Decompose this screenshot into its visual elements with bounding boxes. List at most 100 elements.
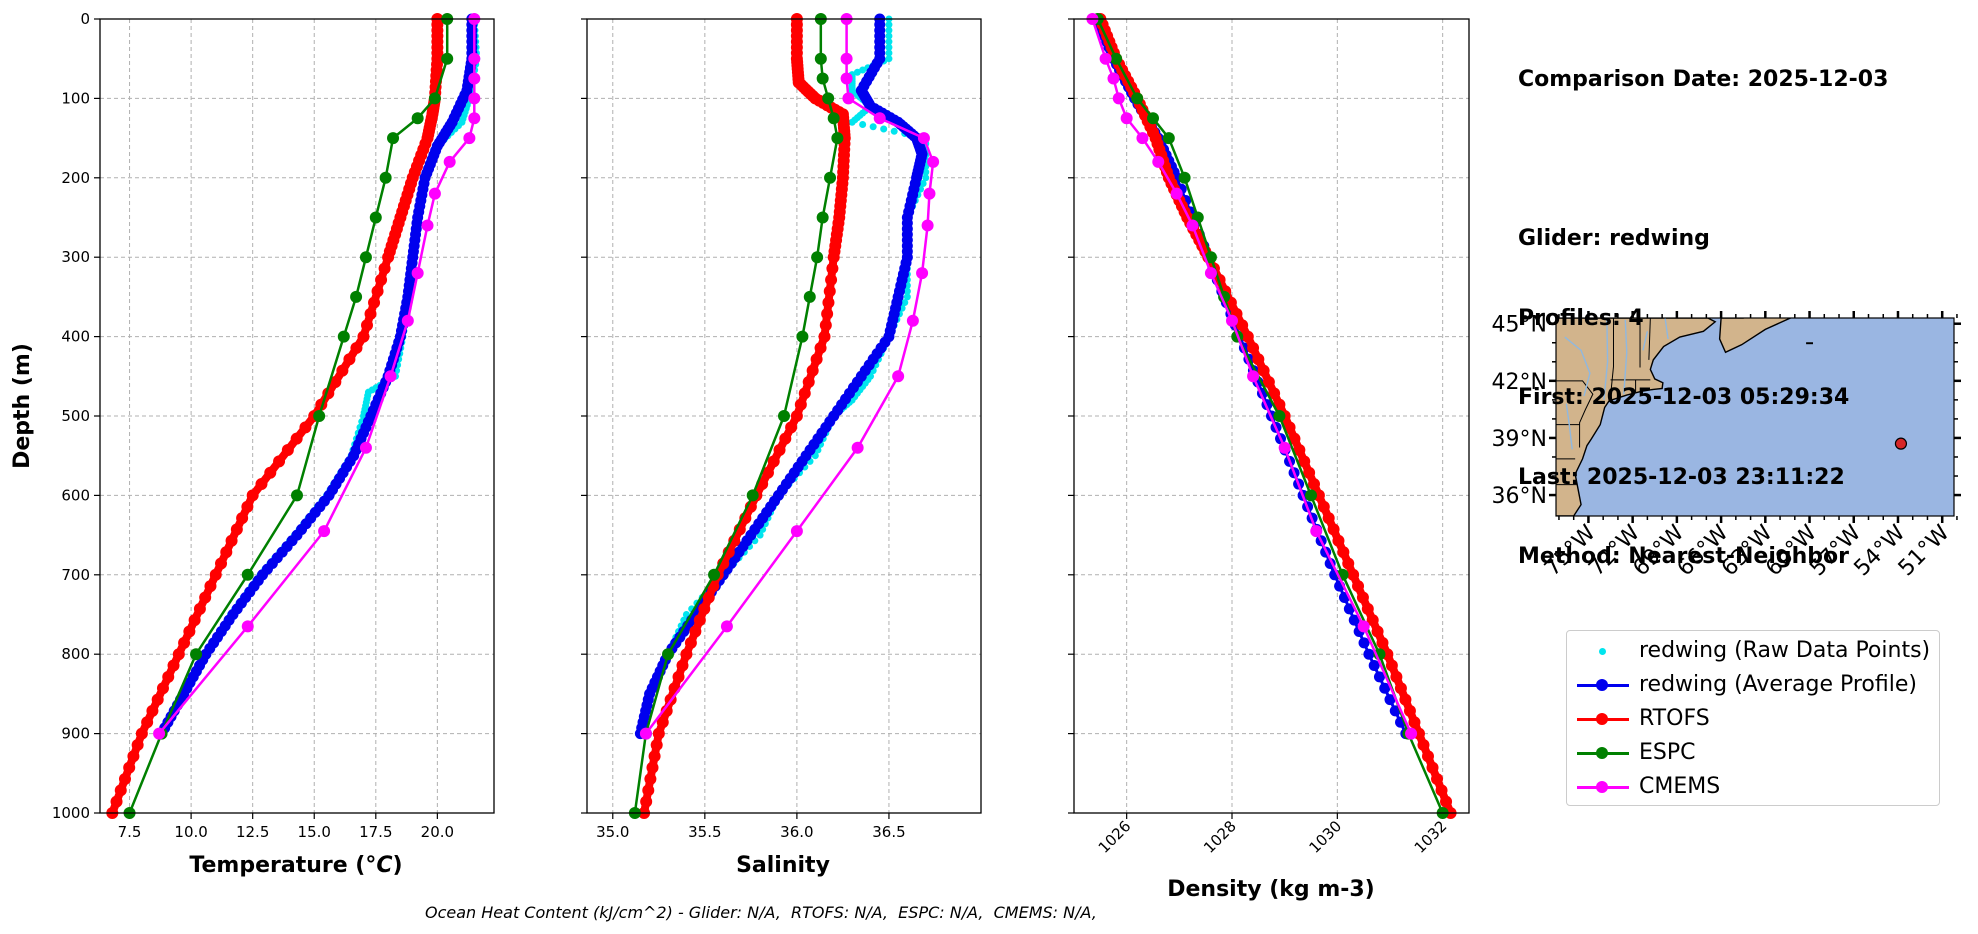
y-tick-label: 0 bbox=[80, 10, 90, 28]
data-point bbox=[778, 410, 790, 422]
data-point bbox=[922, 168, 930, 176]
data-point bbox=[1273, 398, 1286, 411]
data-point bbox=[917, 132, 930, 145]
data-point bbox=[337, 330, 350, 343]
data-point bbox=[923, 187, 936, 200]
data-point bbox=[901, 299, 909, 307]
data-point bbox=[873, 112, 886, 125]
data-point bbox=[318, 525, 331, 538]
data-point bbox=[853, 68, 861, 76]
data-point bbox=[369, 211, 382, 224]
data-point bbox=[118, 772, 131, 785]
profile-count: Profiles: 4 bbox=[1518, 305, 1644, 331]
data-point bbox=[387, 132, 400, 145]
data-point bbox=[1347, 568, 1360, 581]
data-point bbox=[350, 341, 363, 354]
data-point bbox=[927, 155, 940, 168]
land-mass-us bbox=[1556, 318, 1717, 516]
series-group bbox=[1086, 13, 1457, 819]
data-point bbox=[652, 727, 665, 740]
data-point bbox=[903, 293, 911, 301]
xlabel-temperature: Temperature (°C) bbox=[189, 853, 402, 878]
river-line bbox=[1565, 403, 1573, 450]
data-point bbox=[859, 120, 867, 128]
data-point bbox=[1417, 738, 1430, 751]
data-point bbox=[916, 267, 929, 280]
data-point bbox=[816, 72, 829, 85]
profile-panels: 0 100 200 300 400 500 600 700 800 900 1000 7.5 10.0 1… bbox=[52, 10, 1470, 857]
data-point bbox=[241, 568, 254, 581]
map-frame bbox=[1555, 317, 1955, 517]
data-point bbox=[1288, 432, 1301, 445]
data-point bbox=[1322, 512, 1335, 525]
data-point bbox=[1317, 500, 1330, 513]
data-point bbox=[443, 155, 456, 168]
data-point bbox=[1241, 330, 1254, 343]
data-point bbox=[199, 591, 212, 604]
data-point bbox=[824, 171, 837, 184]
data-point bbox=[1356, 591, 1369, 604]
data-point bbox=[1107, 72, 1120, 85]
data-point bbox=[1390, 670, 1403, 683]
data-point bbox=[183, 625, 196, 638]
data-point bbox=[773, 444, 786, 457]
land-group bbox=[1556, 318, 1813, 516]
series-line-cmems bbox=[644, 17, 935, 735]
data-point bbox=[1385, 659, 1398, 672]
data-point bbox=[848, 118, 856, 126]
data-point bbox=[336, 364, 349, 377]
lat-label: 39°N bbox=[1492, 427, 1547, 452]
data-point bbox=[906, 314, 919, 327]
data-point bbox=[468, 52, 481, 65]
data-point bbox=[1352, 580, 1365, 593]
data-point bbox=[1112, 92, 1125, 105]
data-point bbox=[1379, 682, 1391, 694]
data-point bbox=[892, 370, 905, 383]
data-point bbox=[329, 375, 342, 388]
plot-frame bbox=[586, 18, 982, 814]
x-tick-label: 1026 bbox=[1095, 817, 1135, 857]
average-marker-icon bbox=[1596, 679, 1608, 691]
data-point bbox=[428, 92, 441, 105]
data-point bbox=[885, 43, 893, 51]
data-point bbox=[188, 614, 201, 627]
data-point bbox=[1408, 716, 1421, 729]
legend-item-rtofs: RTOFS bbox=[1567, 702, 1939, 736]
data-point bbox=[859, 66, 867, 74]
series-cmems bbox=[639, 13, 940, 740]
data-point bbox=[785, 421, 798, 434]
legend-item-raw: redwing (Raw Data Points) bbox=[1567, 634, 1939, 668]
first-time: First: 2025-12-03 05:29:34 bbox=[1518, 385, 1850, 410]
data-point bbox=[1303, 466, 1316, 479]
data-point bbox=[162, 670, 175, 683]
x-tick-label: 36.5 bbox=[872, 823, 905, 841]
data-point bbox=[1440, 795, 1453, 808]
y-tick-label: 300 bbox=[61, 248, 90, 266]
panel-labels: Depth (m) Temperature (°C) Salinity Dens… bbox=[10, 343, 1375, 902]
data-point bbox=[672, 670, 685, 683]
data-point bbox=[1358, 637, 1370, 649]
data-point bbox=[246, 489, 259, 502]
data-point bbox=[1110, 52, 1123, 65]
data-point bbox=[827, 112, 840, 125]
data-point bbox=[662, 648, 675, 661]
data-point bbox=[1435, 784, 1448, 797]
river-line bbox=[1603, 318, 1609, 400]
data-point bbox=[1131, 92, 1144, 105]
y-tick-label: 700 bbox=[61, 566, 90, 584]
data-point bbox=[1162, 132, 1175, 145]
data-point bbox=[291, 489, 303, 502]
data-point bbox=[110, 795, 123, 808]
data-point bbox=[1327, 523, 1340, 536]
data-point bbox=[821, 307, 834, 320]
xlabel-density: Density (kg m-3) bbox=[1167, 877, 1375, 902]
data-point bbox=[1305, 489, 1317, 502]
legend-item-average: redwing (Average Profile) bbox=[1567, 668, 1939, 702]
data-point bbox=[236, 512, 249, 525]
series-group bbox=[628, 13, 940, 819]
data-point bbox=[153, 727, 166, 740]
data-point bbox=[790, 525, 803, 538]
data-point bbox=[814, 52, 827, 65]
data-point bbox=[230, 523, 243, 536]
